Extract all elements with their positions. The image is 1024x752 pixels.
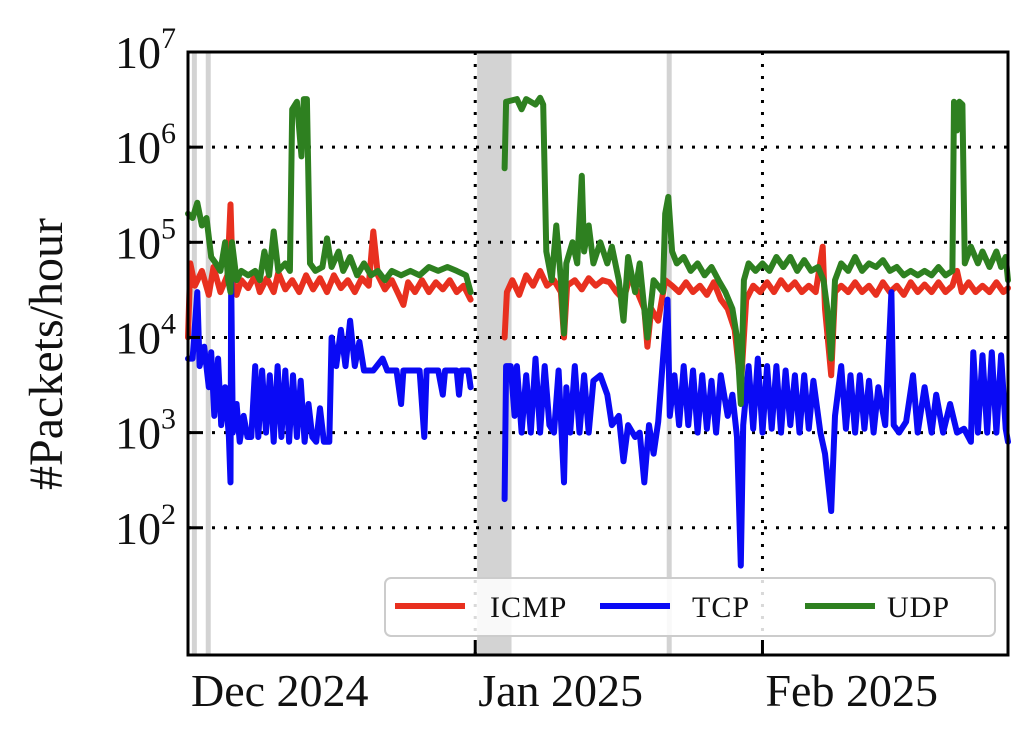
x-tick-label: Dec 2024 xyxy=(191,665,369,716)
y-tick-label: 105 xyxy=(115,212,176,268)
x-tick-label: Jan 2025 xyxy=(478,665,643,716)
y-tick-label: 102 xyxy=(115,498,176,554)
y-tick-label: 103 xyxy=(115,403,176,459)
legend: ICMP TCP UDP xyxy=(384,577,996,637)
y-axis-label: #Packets/hour xyxy=(20,218,73,490)
series-line-udp xyxy=(185,94,1011,407)
x-tick-label: Feb 2025 xyxy=(765,665,938,716)
gridlines xyxy=(188,52,1008,655)
series-line-icmp xyxy=(185,201,1011,391)
y-tick-label: 104 xyxy=(115,307,176,363)
legend-label-udp: UDP xyxy=(887,591,950,624)
shaded-periods xyxy=(191,52,672,655)
y-tick-label: 107 xyxy=(115,22,176,78)
legend-label-tcp: TCP xyxy=(692,591,750,624)
plot-frame xyxy=(186,50,1010,657)
legend-frame xyxy=(384,577,996,637)
y-tick-label: 106 xyxy=(115,117,176,173)
series-lines xyxy=(185,94,1011,569)
series-line-tcp xyxy=(185,277,1011,569)
legend-label-icmp: ICMP xyxy=(490,591,567,624)
axis-ticks: 102 103 104 105 106 107 Dec 2024 Jan 2025 Feb 20… xyxy=(115,22,938,716)
